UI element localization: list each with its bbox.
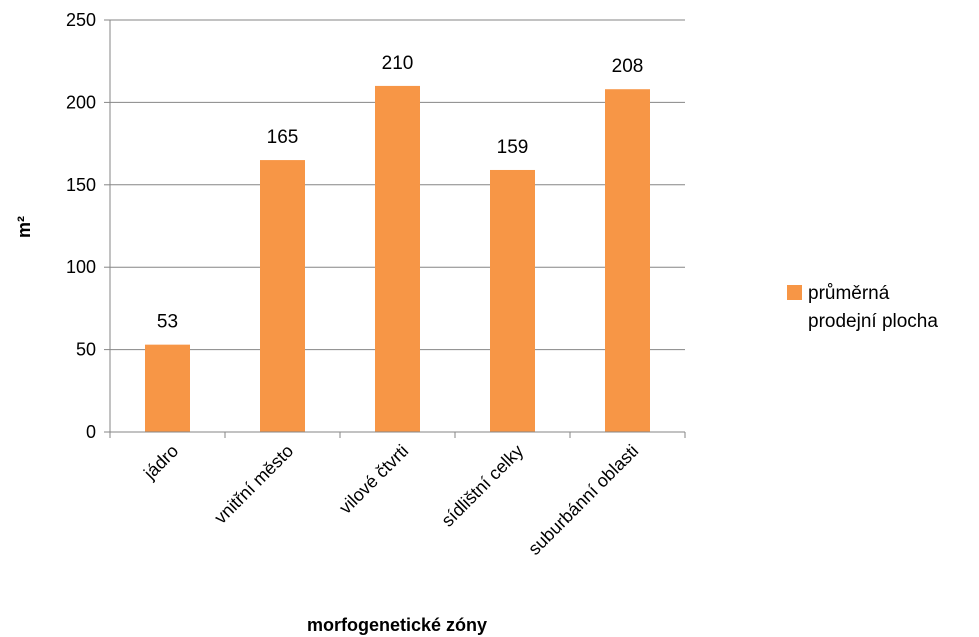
y-tick-label: 200 bbox=[66, 92, 96, 112]
x-tick-label: sídlištní celky bbox=[437, 441, 527, 531]
data-label: 210 bbox=[382, 53, 414, 74]
x-tick-label: jádro bbox=[139, 441, 182, 484]
data-label: 165 bbox=[267, 127, 299, 148]
legend-label: průměrná prodejní plocha bbox=[808, 283, 938, 332]
y-tick-label: 150 bbox=[66, 175, 96, 195]
legend-label-line-2: prodejní plocha bbox=[808, 311, 938, 332]
data-labels: 53 165 210 159 208 bbox=[157, 53, 643, 333]
y-tick-label: 50 bbox=[76, 340, 96, 360]
y-axis-title: m² bbox=[14, 216, 34, 238]
y-tick-label: 100 bbox=[66, 257, 96, 277]
data-label: 159 bbox=[497, 137, 529, 158]
bar bbox=[490, 169, 535, 432]
legend: průměrná prodejní plocha bbox=[787, 283, 938, 332]
bar bbox=[145, 344, 190, 432]
legend-swatch bbox=[787, 285, 802, 300]
bar bbox=[605, 89, 650, 432]
x-tick-label: vnitřní město bbox=[210, 441, 297, 528]
x-tick-label: vilové čtvrti bbox=[335, 441, 412, 518]
x-tick-label: suburbánní oblasti bbox=[524, 441, 642, 559]
data-label: 53 bbox=[157, 312, 178, 333]
bars bbox=[145, 85, 650, 433]
bar bbox=[260, 160, 305, 432]
y-tick-label: 0 bbox=[86, 422, 96, 442]
bar bbox=[375, 85, 420, 433]
x-tick-labels: jádro vnitřní město vilové čtvrti sídlištní… bbox=[139, 441, 642, 559]
data-label: 208 bbox=[612, 56, 644, 77]
y-tick-labels: 0 50 100 150 200 250 bbox=[66, 10, 110, 442]
legend-label-line-1: průměrná bbox=[808, 283, 890, 304]
x-axis-title: morfogenetické zóny bbox=[307, 615, 487, 635]
y-tick-label: 250 bbox=[66, 10, 96, 30]
axes bbox=[109, 20, 686, 438]
